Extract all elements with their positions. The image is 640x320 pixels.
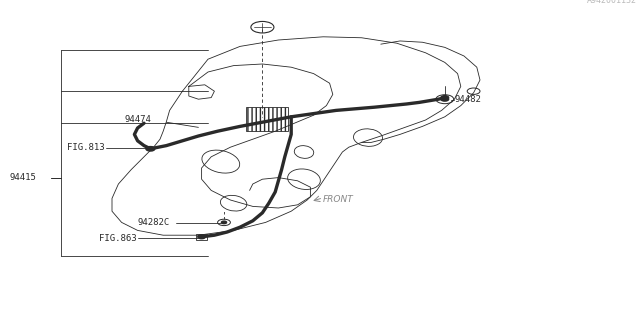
- Text: FIG.813: FIG.813: [67, 143, 105, 152]
- Text: 94415: 94415: [10, 173, 36, 182]
- Bar: [196, 234, 207, 240]
- Text: 94474: 94474: [125, 116, 152, 124]
- Circle shape: [441, 97, 449, 101]
- Circle shape: [198, 235, 205, 239]
- Circle shape: [441, 96, 449, 100]
- Bar: [246, 107, 288, 131]
- Text: 94282C: 94282C: [138, 218, 170, 227]
- Circle shape: [146, 147, 155, 151]
- Text: FIG.863: FIG.863: [99, 234, 137, 243]
- Text: A942001132: A942001132: [587, 0, 637, 5]
- Text: FRONT: FRONT: [323, 196, 354, 204]
- Circle shape: [221, 221, 227, 224]
- Text: 94482: 94482: [454, 95, 481, 104]
